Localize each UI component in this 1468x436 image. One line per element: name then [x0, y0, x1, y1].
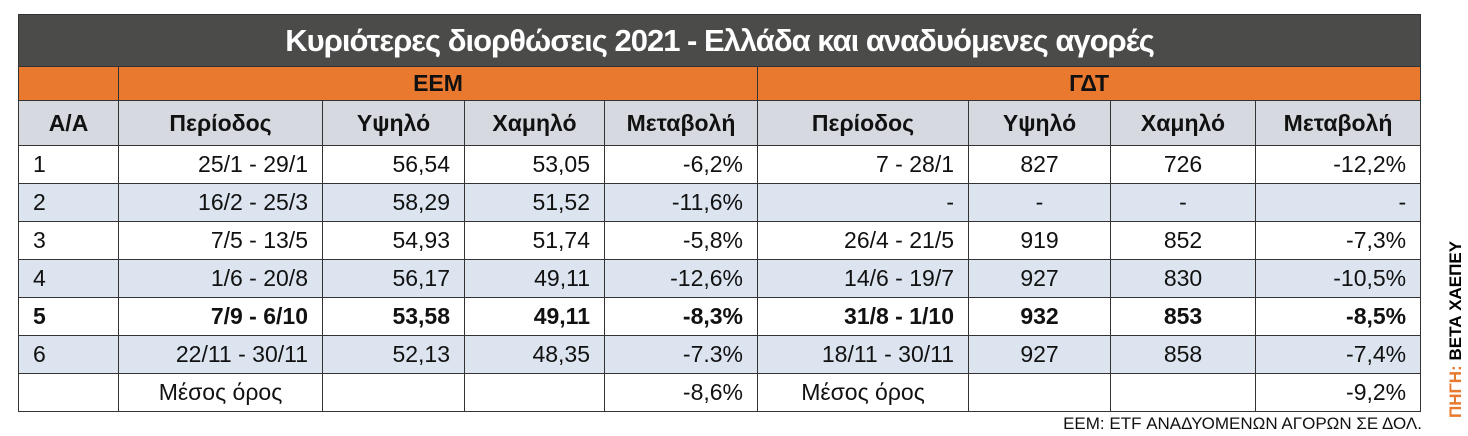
table-cell: - [1254, 183, 1422, 222]
table-cell: 56,17 [322, 259, 465, 298]
table-cell: -12,6% [604, 259, 758, 298]
blank-cell [968, 373, 1111, 412]
table-cell: 54,93 [322, 221, 465, 260]
blank-cell [322, 373, 465, 412]
table-row: 2 16/2 - 25/3 58,29 51,52 -11,6% - - - - [18, 183, 1422, 222]
column-header: Χαμηλό [464, 100, 605, 146]
table-cell: 726 [1110, 145, 1256, 184]
column-header: Μεταβολή [1254, 100, 1422, 146]
table-cell: 53,58 [322, 297, 465, 336]
table-cell: 830 [1110, 259, 1256, 298]
table-cell: 18/11 - 30/11 [757, 335, 969, 374]
table-cell: 14/6 - 19/7 [757, 259, 969, 298]
table-cell: -6,2% [604, 145, 758, 184]
table-cell: 51,74 [464, 221, 605, 260]
table-row: Α/Α Περίοδος Υψηλό Χαμηλό Μεταβολή Περίοδος Υψ… [18, 100, 1422, 146]
group-header: ΓΔΤ [756, 66, 1422, 101]
table-cell: 49,11 [464, 297, 605, 336]
table-cell: - [757, 183, 969, 222]
source: ΠΗΓΗ: ΒΕΤΑ ΧΑΕΠΕΥ [1446, 241, 1466, 418]
table-cell: 4 [18, 259, 119, 298]
table-cell: 22/11 - 30/11 [118, 335, 323, 374]
table-cell: -7,4% [1254, 335, 1422, 374]
blank-cell [1110, 373, 1256, 412]
table-cell: 16/2 - 25/3 [118, 183, 323, 222]
title: Κυριότερες διορθώσεις 2021 - Ελλάδα και … [17, 14, 1422, 67]
table-cell: 6 [18, 335, 119, 374]
average-label: Μέσος όρος [757, 373, 969, 412]
blank-cell [464, 373, 605, 412]
table-row: Κυριότερες διορθώσεις 2021 - Ελλάδα και … [17, 14, 1422, 67]
table-cell: 56,54 [322, 145, 465, 184]
table-cell: 827 [968, 145, 1111, 184]
footnote: ΕΕΜ: ETF ΑΝΑΔΥΟΜΕΝΩΝ ΑΓΟΡΩΝ ΣΕ ΔΟΛ. [1063, 414, 1422, 433]
table-cell: 853 [1110, 297, 1256, 336]
column-header: Περίοδος [757, 100, 969, 146]
table-cell: 927 [968, 259, 1111, 298]
table-cell: 25/1 - 29/1 [118, 145, 323, 184]
table-row: ΕΕΜ ΓΔΤ [18, 66, 1422, 101]
column-header: Χαμηλό [1110, 100, 1256, 146]
table-cell: 31/8 - 1/10 [757, 297, 969, 336]
source-name: ΒΕΤΑ ΧΑΕΠΕΥ [1446, 240, 1465, 361]
table-cell: 919 [968, 221, 1111, 260]
group-header: ΕΕΜ [118, 66, 758, 101]
table-row: 1 25/1 - 29/1 56,54 53,05 -6,2% 7 - 28/1 827 72… [18, 145, 1422, 184]
column-header: Μεταβολή [604, 100, 758, 146]
table-cell: 7 - 28/1 [757, 145, 969, 184]
table-cell: 932 [968, 297, 1111, 336]
table-row: 5 7/9 - 6/10 53,58 49,11 -8,3% 31/8 - 1/10 932… [18, 297, 1422, 336]
table-cell: 49,11 [464, 259, 605, 298]
table-cell: 852 [1110, 221, 1256, 260]
table-cell: 58,29 [322, 183, 465, 222]
table-cell: 3 [18, 221, 119, 260]
table-cell: 52,13 [322, 335, 465, 374]
table-cell: - [1110, 183, 1256, 222]
column-header: Α/Α [18, 100, 119, 146]
corrections-table: Κυριότερες διορθώσεις 2021 - Ελλάδα και … [17, 14, 1422, 412]
table-row: 4 1/6 - 20/8 56,17 49,11 -12,6% 14/6 - 19/7 92… [18, 259, 1422, 298]
table-cell: 927 [968, 335, 1111, 374]
source-label: ΠΗΓΗ: [1446, 365, 1465, 418]
table-cell: 2 [18, 183, 119, 222]
table-cell: -10,5% [1254, 259, 1422, 298]
table-cell: -7.3% [604, 335, 758, 374]
average-label: Μέσος όρος [118, 373, 323, 412]
table-cell: 7/9 - 6/10 [118, 297, 323, 336]
table-cell: -11,6% [604, 183, 758, 222]
table-cell: 5 [18, 297, 119, 336]
table-row: Μέσος όρος -8,6% Μέσος όρος -9,2% [18, 373, 1422, 412]
column-header: Υψηλό [968, 100, 1111, 146]
table-row: 6 22/11 - 30/11 52,13 48,35 -7.3% 18/11 - 30/… [18, 335, 1422, 374]
table-cell: 858 [1110, 335, 1256, 374]
table-cell: 1 [18, 145, 119, 184]
table-cell: -8,5% [1254, 297, 1422, 336]
table-cell: - [968, 183, 1111, 222]
table-cell: -8,3% [604, 297, 758, 336]
table-cell: 51,52 [464, 183, 605, 222]
table-cell: 26/4 - 21/5 [757, 221, 969, 260]
table-cell: 1/6 - 20/8 [118, 259, 323, 298]
column-header: Περίοδος [118, 100, 323, 146]
table-cell: -12,2% [1254, 145, 1422, 184]
table-cell: -7,3% [1254, 221, 1422, 260]
table-cell: 7/5 - 13/5 [118, 221, 323, 260]
blank-cell [18, 66, 119, 101]
blank-cell [18, 373, 119, 412]
column-header: Υψηλό [322, 100, 465, 146]
average-value: -8,6% [604, 373, 758, 412]
table-cell: 53,05 [464, 145, 605, 184]
table-cell: -5,8% [604, 221, 758, 260]
table-cell: 48,35 [464, 335, 605, 374]
average-value: -9,2% [1254, 373, 1422, 412]
table-row: 3 7/5 - 13/5 54,93 51,74 -5,8% 26/4 - 21/5 919… [18, 221, 1422, 260]
